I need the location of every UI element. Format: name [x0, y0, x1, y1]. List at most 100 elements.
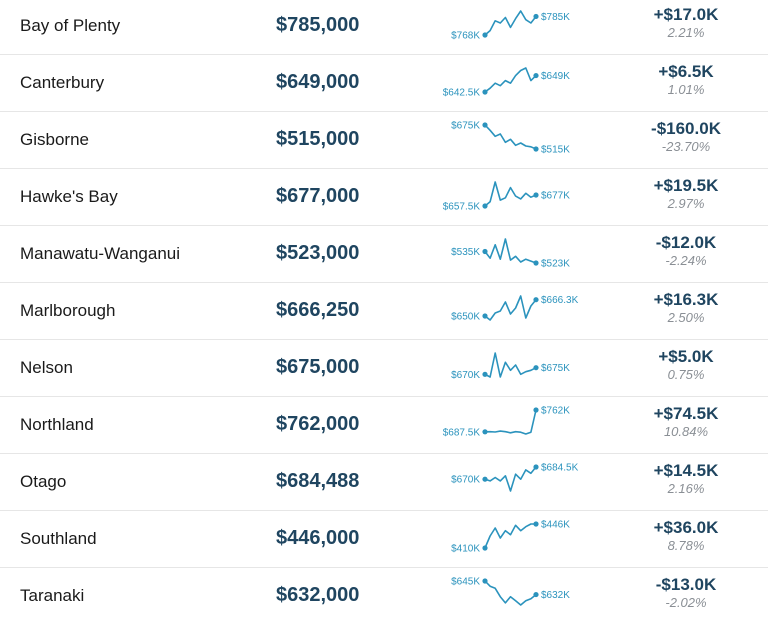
- sparkline-end-label: $675K: [541, 363, 570, 374]
- change-percent: 1.01%: [667, 82, 705, 97]
- sparkline-start-label: $670K: [451, 475, 480, 486]
- sparkline-end-label: $677K: [541, 190, 570, 201]
- sparkline-end-dot: [533, 192, 539, 198]
- trend-sparkline: $687.5K $762K: [443, 406, 571, 439]
- table-row[interactable]: Canterbury $649,000 $642.5K $649K +$6.5K 1.01…: [0, 54, 768, 111]
- trend-sparkline: $645K $632K: [451, 577, 570, 606]
- table-row[interactable]: Southland $446,000 $410K $446K +$36.0K 8.78%: [0, 510, 768, 567]
- sparkline-end-dot: [533, 146, 539, 152]
- trend-sparkline: $535K $523K: [451, 238, 570, 270]
- trend-sparkline: $657.5K $677K: [443, 181, 570, 213]
- sparkline-start-dot: [482, 122, 488, 128]
- sparkline-end-label: $785K: [541, 12, 570, 23]
- price-change: +$5.0K 0.75%: [618, 347, 754, 383]
- sparkline-path: [484, 523, 536, 549]
- price-change: +$14.5K 2.16%: [618, 461, 754, 497]
- sparkline-start-label: $642.5K: [443, 88, 481, 99]
- change-percent: 0.75%: [667, 367, 705, 382]
- sparkline-start-label: $670K: [451, 370, 480, 381]
- price-change: +$19.5K 2.97%: [618, 176, 754, 212]
- table-row[interactable]: Hawke's Bay $677,000 $657.5K $677K +$19.5K 2.…: [0, 168, 768, 225]
- table-row[interactable]: Northland $762,000 $687.5K $762K +$74.5K 10.8…: [0, 396, 768, 453]
- change-percent: -23.70%: [661, 139, 711, 154]
- sparkline-path: [484, 124, 537, 150]
- sparkline-start-dot: [482, 476, 488, 482]
- table-row[interactable]: Nelson $675,000 $670K $675K +$5.0K 0.75%: [0, 339, 768, 396]
- change-value: -$13.0K: [655, 575, 717, 594]
- median-price: $649,000: [276, 71, 360, 93]
- median-price: $785,000: [276, 14, 360, 36]
- trend-sparkline: $675K $515K: [451, 121, 570, 156]
- price-change: +$74.5K 10.84%: [618, 404, 754, 440]
- trend-sparkline: $670K $684.5K: [451, 463, 579, 492]
- sparkline-start-dot: [482, 89, 488, 95]
- change-value: -$160.0K: [651, 119, 721, 138]
- trend-sparkline: $670K $675K: [451, 352, 570, 381]
- sparkline-start-dot: [482, 545, 488, 551]
- sparkline-start-label: $768K: [451, 31, 480, 42]
- price-change: -$12.0K -2.24%: [618, 233, 754, 269]
- median-price: $515,000: [276, 128, 360, 150]
- sparkline-end-label: $446K: [541, 520, 570, 531]
- sparkline-start-dot: [482, 371, 488, 377]
- price-change: -$160.0K -23.70%: [618, 119, 754, 155]
- sparkline-path: [484, 238, 537, 264]
- change-value: +$6.5K: [658, 62, 714, 81]
- region-name: Gisborne: [20, 130, 89, 149]
- price-change: +$6.5K 1.01%: [618, 62, 754, 98]
- table-row[interactable]: Gisborne $515,000 $675K $515K -$160.0K -23.70…: [0, 111, 768, 168]
- sparkline-end-dot: [533, 13, 539, 20]
- sparkline-end-dot: [533, 260, 539, 266]
- region-name: Northland: [20, 415, 94, 434]
- change-value: +$74.5K: [653, 404, 719, 423]
- median-price: $762,000: [276, 413, 360, 435]
- sparkline-start-dot: [482, 313, 488, 319]
- change-value: +$19.5K: [653, 176, 719, 195]
- table-row[interactable]: Bay of Plenty $785,000 $768K $785K +$17.0K 2.…: [0, 0, 768, 54]
- median-price: $684,488: [276, 470, 360, 492]
- median-price: $523,000: [276, 242, 360, 264]
- median-price: $446,000: [276, 527, 360, 549]
- table-row[interactable]: Marlborough $666,250 $650K $666.3K +$16.3K 2.…: [0, 282, 768, 339]
- sparkline-path: [484, 67, 537, 93]
- sparkline-end-dot: [533, 464, 539, 470]
- region-name: Southland: [20, 529, 97, 548]
- change-percent: 2.50%: [667, 310, 705, 325]
- median-price: $632,000: [276, 584, 360, 606]
- price-change: +$17.0K 2.21%: [618, 5, 754, 41]
- sparkline-end-dot: [533, 591, 539, 598]
- change-percent: 2.21%: [667, 25, 705, 40]
- region-name: Manawatu-Wanganui: [20, 244, 181, 263]
- sparkline-path: [484, 352, 537, 378]
- region-name: Bay of Plenty: [20, 16, 121, 35]
- sparkline-path: [484, 181, 537, 207]
- sparkline-start-dot: [482, 248, 488, 255]
- median-price: $675,000: [276, 356, 360, 378]
- sparkline-path: [484, 466, 537, 492]
- change-value: +$36.0K: [653, 518, 719, 537]
- sparkline-start-dot: [482, 578, 488, 584]
- sparkline-start-label: $687.5K: [443, 427, 481, 438]
- sparkline-end-dot: [533, 521, 539, 527]
- sparkline-end-label: $515K: [541, 145, 570, 156]
- table-row[interactable]: Taranaki $632,000 $645K $632K -$13.0K -2.02%: [0, 567, 768, 624]
- sparkline-path: [484, 580, 537, 606]
- median-price: $677,000: [276, 185, 360, 207]
- sparkline-start-label: $645K: [451, 577, 480, 588]
- sparkline-end-dot: [533, 407, 539, 413]
- price-change: -$13.0K -2.02%: [618, 575, 754, 611]
- change-value: +$5.0K: [658, 347, 714, 366]
- change-percent: -2.02%: [665, 595, 707, 610]
- table-row[interactable]: Otago $684,488 $670K $684.5K +$14.5K 2.16%: [0, 453, 768, 510]
- price-change: +$16.3K 2.50%: [618, 290, 754, 326]
- sparkline-path: [484, 10, 537, 36]
- region-name: Hawke's Bay: [20, 187, 118, 206]
- sparkline-end-dot: [533, 365, 539, 371]
- sparkline-end-label: $632K: [541, 590, 570, 601]
- sparkline-start-dot: [482, 429, 488, 435]
- table-row[interactable]: Manawatu-Wanganui $523,000 $535K $523K -$12.…: [0, 225, 768, 282]
- region-name: Taranaki: [20, 586, 85, 605]
- sparkline-start-label: $535K: [451, 247, 480, 258]
- change-value: -$12.0K: [655, 233, 717, 252]
- sparkline-end-label: $666.3K: [541, 295, 579, 306]
